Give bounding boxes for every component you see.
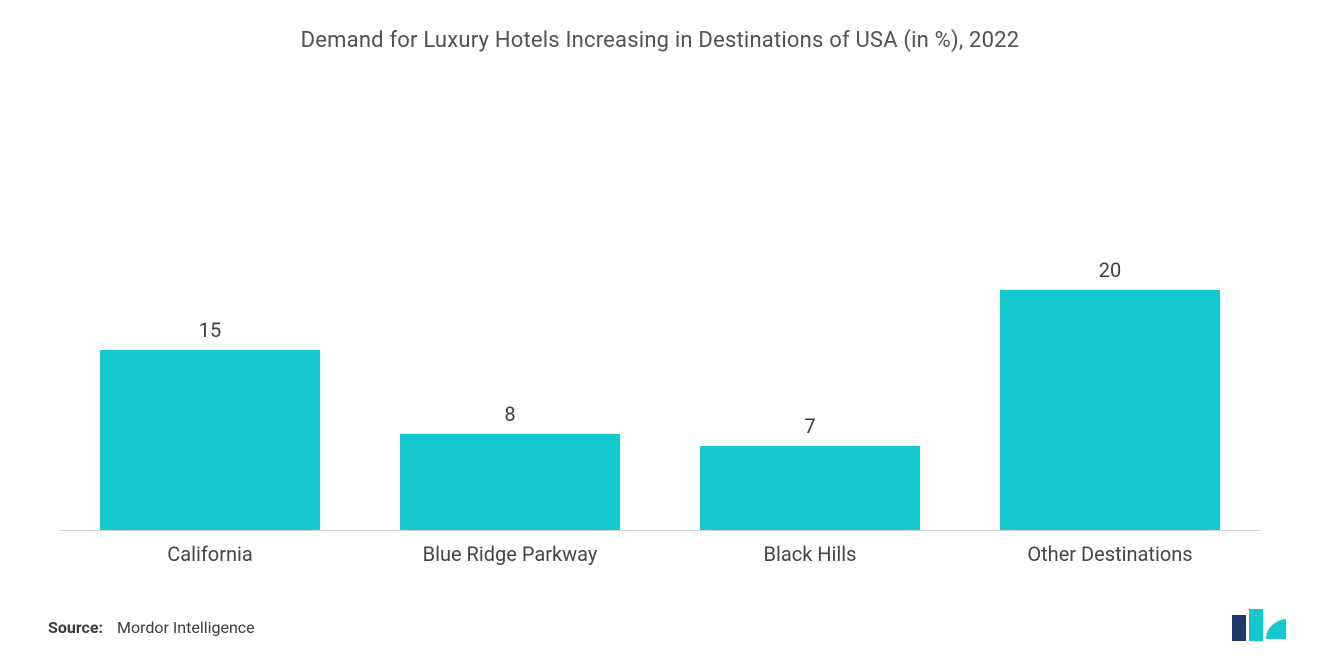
- bar-slot: 8: [360, 110, 660, 530]
- logo-bar-2-icon: [1249, 609, 1263, 641]
- bar-value-label: 8: [504, 402, 515, 426]
- bar-slot: 15: [60, 110, 360, 530]
- bar-value-label: 7: [804, 414, 815, 438]
- bar-value-label: 20: [1099, 258, 1121, 282]
- bar: [1000, 290, 1220, 530]
- chart-title: Demand for Luxury Hotels Increasing in D…: [40, 28, 1280, 53]
- x-axis-label: Other Destinations: [960, 542, 1260, 566]
- bar: [700, 446, 920, 530]
- x-axis-label: Blue Ridge Parkway: [360, 542, 660, 566]
- x-axis-labels: California Blue Ridge Parkway Black Hill…: [60, 542, 1260, 566]
- logo-swoosh-icon: [1266, 619, 1286, 639]
- chart-plot-area: 15 8 7 20: [60, 110, 1260, 530]
- brand-logo: [1230, 609, 1286, 641]
- source-label: Source:: [48, 618, 103, 637]
- x-axis-line: [60, 530, 1260, 531]
- bar-value-label: 15: [199, 318, 221, 342]
- bar: [100, 350, 320, 530]
- x-axis-label: California: [60, 542, 360, 566]
- x-axis-label: Black Hills: [660, 542, 960, 566]
- bar-slot: 7: [660, 110, 960, 530]
- source-attribution: Source: Mordor Intelligence: [48, 618, 255, 637]
- source-text: Mordor Intelligence: [117, 618, 255, 637]
- logo-bar-1-icon: [1232, 615, 1246, 641]
- bar-slot: 20: [960, 110, 1260, 530]
- bar: [400, 434, 620, 530]
